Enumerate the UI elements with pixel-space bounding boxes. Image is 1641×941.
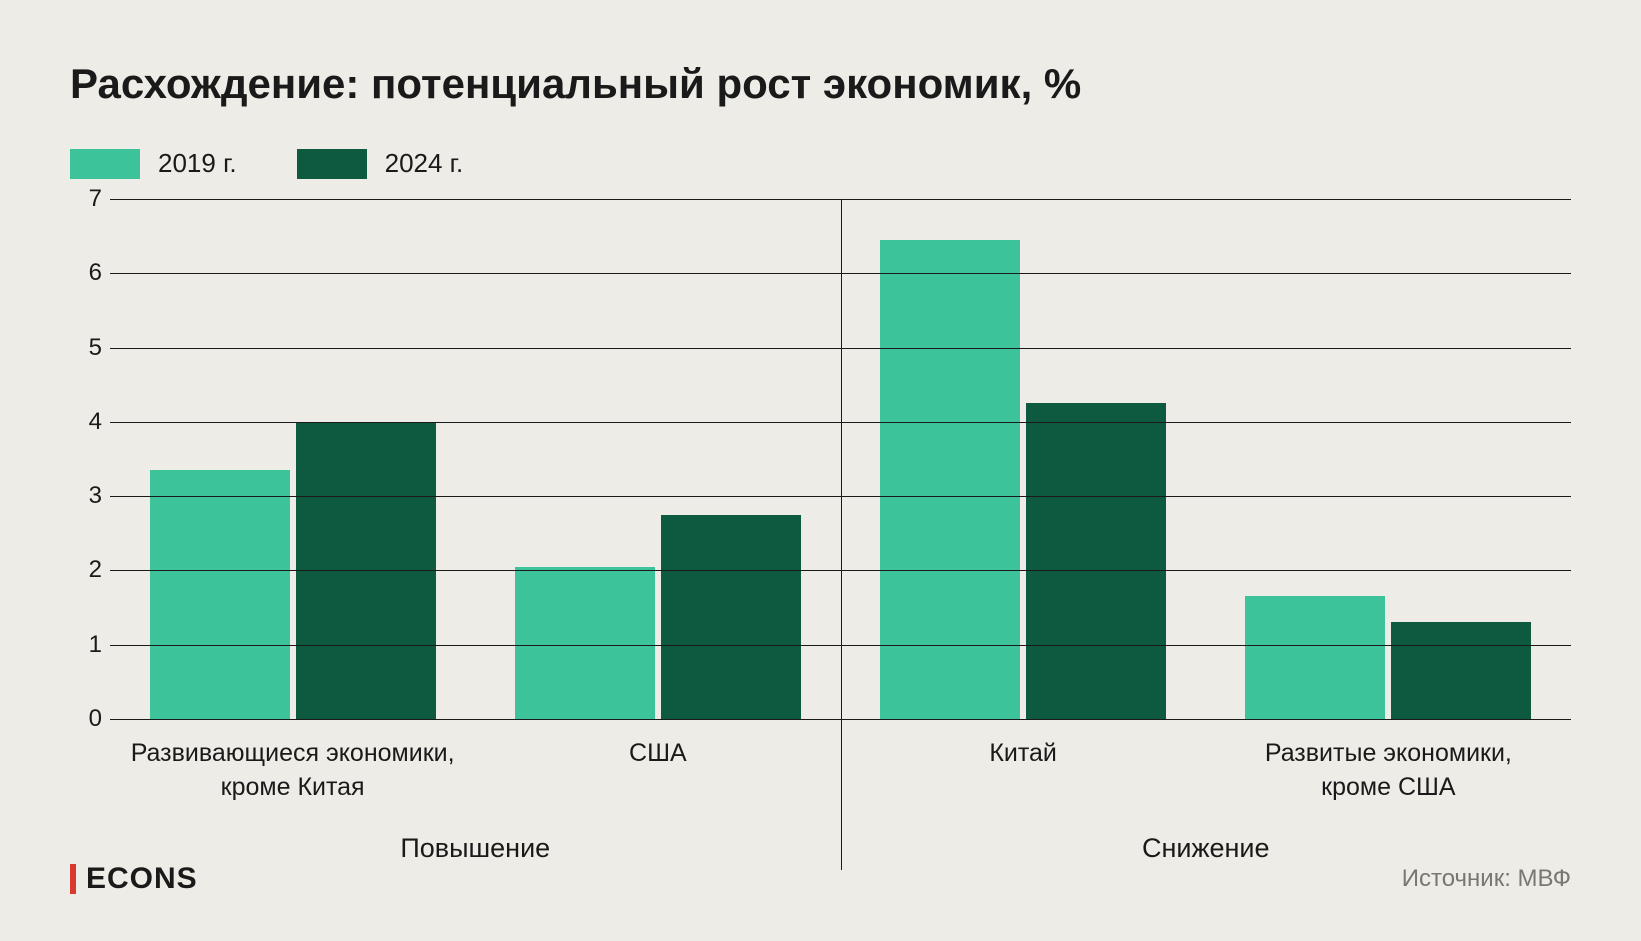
plot-area	[110, 199, 1571, 719]
bar	[150, 470, 290, 719]
source-text: Источник: МВФ	[1402, 865, 1571, 893]
y-tick-label: 7	[89, 185, 102, 213]
legend: 2019 г. 2024 г.	[70, 148, 1571, 179]
footer: ECONS Источник: МВФ	[70, 862, 1571, 896]
chart-frame: Расхождение: потенциальный рост экономик…	[0, 0, 1641, 941]
bar	[1391, 622, 1531, 719]
y-tick-label: 2	[89, 556, 102, 584]
bar	[1026, 403, 1166, 719]
legend-item: 2024 г.	[297, 148, 464, 179]
bar	[880, 240, 1020, 719]
chart-area: 01234567	[70, 199, 1571, 719]
logo-text: ECONS	[86, 862, 198, 896]
legend-swatch	[297, 149, 367, 179]
y-tick-label: 4	[89, 408, 102, 436]
y-tick-label: 1	[89, 631, 102, 659]
group-section	[110, 199, 841, 719]
bar	[1245, 596, 1385, 719]
bar	[515, 567, 655, 719]
category-label: Развитые экономики,кроме США	[1206, 737, 1571, 805]
logo-accent-bar	[70, 864, 76, 894]
bar-group	[1206, 199, 1571, 719]
bar-group	[841, 199, 1206, 719]
group-divider	[841, 199, 842, 870]
y-tick-label: 0	[89, 705, 102, 733]
bar-group	[475, 199, 840, 719]
y-tick-label: 3	[89, 482, 102, 510]
y-tick-label: 6	[89, 259, 102, 287]
logo: ECONS	[70, 862, 198, 896]
y-axis: 01234567	[70, 199, 110, 719]
chart-title: Расхождение: потенциальный рост экономик…	[70, 60, 1571, 108]
bar-group	[110, 199, 475, 719]
y-tick-label: 5	[89, 334, 102, 362]
x-section: КитайРазвитые экономики,кроме США	[841, 737, 1572, 805]
category-label: Развивающиеся экономики,кроме Китая	[110, 737, 475, 805]
legend-label: 2024 г.	[385, 148, 464, 179]
group-label: Повышение	[110, 833, 841, 864]
x-section: Развивающиеся экономики,кроме КитаяСША	[110, 737, 841, 805]
category-label: США	[475, 737, 840, 805]
group-section	[841, 199, 1572, 719]
legend-label: 2019 г.	[158, 148, 237, 179]
bar	[661, 515, 801, 719]
legend-item: 2019 г.	[70, 148, 237, 179]
category-label: Китай	[841, 737, 1206, 805]
x-group-labels: ПовышениеСнижение	[110, 833, 1571, 864]
legend-swatch	[70, 149, 140, 179]
group-label: Снижение	[841, 833, 1572, 864]
